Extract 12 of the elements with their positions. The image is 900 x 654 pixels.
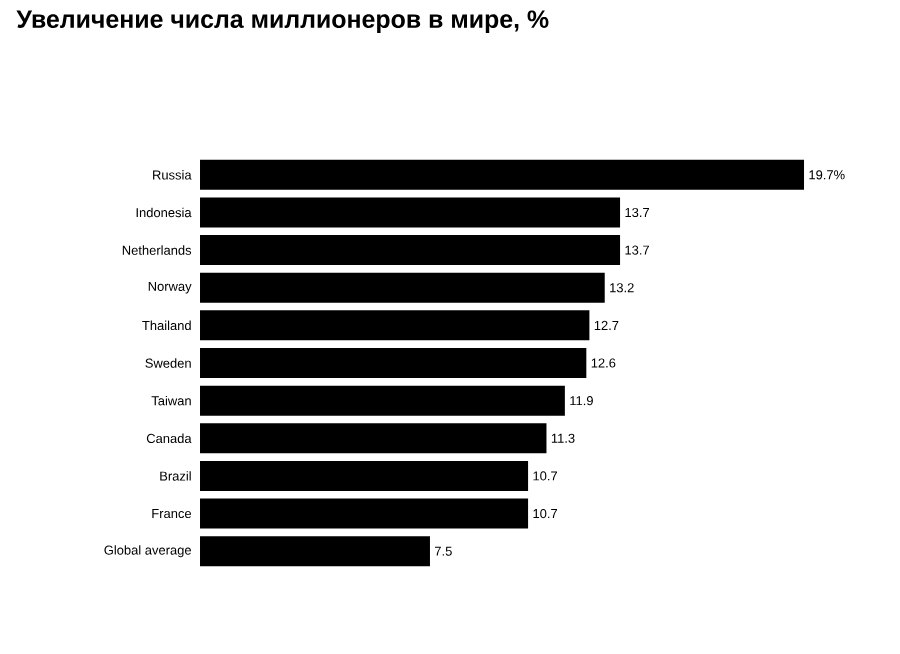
bar xyxy=(200,348,587,378)
bar xyxy=(200,423,547,454)
chart-title: Увеличение числа миллионеров в мире, % xyxy=(16,10,549,33)
bar xyxy=(200,460,529,491)
bar xyxy=(200,498,529,529)
bar xyxy=(200,536,430,567)
bar xyxy=(200,385,565,416)
bar xyxy=(200,159,805,190)
bar xyxy=(200,235,621,266)
bar xyxy=(200,310,590,341)
bar xyxy=(200,272,605,303)
bar xyxy=(200,197,621,228)
